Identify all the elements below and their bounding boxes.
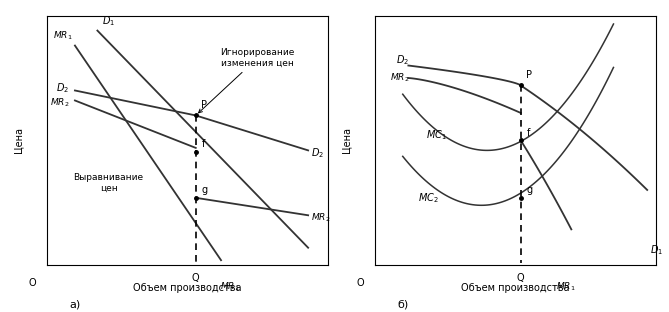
Text: $MR_2$: $MR_2$ xyxy=(50,97,70,109)
Text: Q: Q xyxy=(192,273,199,283)
Text: Объем производства: Объем производства xyxy=(461,283,569,293)
Text: g: g xyxy=(201,185,207,195)
Text: Объем производства: Объем производства xyxy=(133,283,242,293)
Text: $D_2$: $D_2$ xyxy=(56,81,70,95)
Text: $MC_2$: $MC_2$ xyxy=(417,191,438,205)
Text: P: P xyxy=(527,71,533,80)
Text: f: f xyxy=(201,139,205,149)
Text: $MR_1$: $MR_1$ xyxy=(556,280,575,293)
Text: Q: Q xyxy=(517,273,524,283)
Text: $MR_1$: $MR_1$ xyxy=(53,29,72,42)
Text: f: f xyxy=(527,128,530,138)
Text: $MR_2$: $MR_2$ xyxy=(390,72,409,84)
Text: $MC_1$: $MC_1$ xyxy=(426,129,447,142)
Text: $MR_2$: $MR_2$ xyxy=(311,212,330,224)
Text: g: g xyxy=(527,185,533,195)
Text: O: O xyxy=(29,278,37,288)
Text: $D_2$: $D_2$ xyxy=(396,54,409,67)
Text: Игнорирование
изменения цен: Игнорирование изменения цен xyxy=(199,48,295,113)
Text: $D_2$: $D_2$ xyxy=(311,146,324,160)
Text: Цена: Цена xyxy=(342,127,351,154)
Text: б): б) xyxy=(397,300,408,310)
Text: O: O xyxy=(357,278,365,288)
Text: $MR_1$: $MR_1$ xyxy=(219,280,240,293)
Text: а): а) xyxy=(70,300,80,310)
Text: Выравнивание
цен: Выравнивание цен xyxy=(74,173,144,193)
Text: P: P xyxy=(201,100,207,110)
Text: Цена: Цена xyxy=(14,127,23,154)
Text: $D_1$: $D_1$ xyxy=(650,243,663,257)
Text: $D_1$: $D_1$ xyxy=(102,14,115,28)
